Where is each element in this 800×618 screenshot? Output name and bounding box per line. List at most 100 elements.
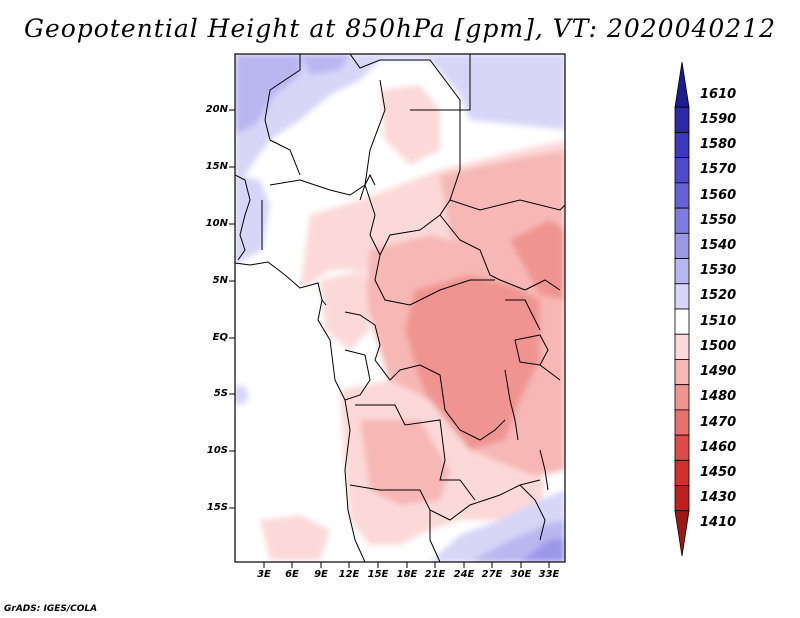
x-tick-label: 6E (285, 569, 299, 580)
colorbar-swatch (674, 157, 690, 184)
colorbar-label: 1550 (700, 212, 737, 228)
border (349, 479, 541, 521)
colorbar-label: 1410 (700, 515, 737, 531)
colorbar-swatch (674, 333, 690, 360)
region-south-blue-darker (520, 538, 565, 562)
region-spot-blue (235, 385, 248, 405)
y-tick-label: EQ (212, 332, 228, 343)
y-tick-label: 15N (205, 161, 228, 172)
region-west-coast-blue (235, 175, 270, 265)
lake-tanganyika (504, 369, 519, 441)
border (355, 404, 476, 501)
border (344, 349, 371, 401)
border (505, 299, 541, 331)
x-tick-label: 24E (453, 569, 475, 580)
colorbar-label: 1430 (700, 490, 737, 506)
border (349, 54, 461, 125)
colorbar-label: 1570 (700, 162, 737, 178)
coastline (235, 261, 366, 562)
colorbar-swatch (674, 182, 690, 209)
x-tick-label: 18E (396, 569, 418, 580)
colorbar-label: 1540 (700, 237, 737, 253)
region-east-deep (510, 220, 565, 300)
x-tick-label: 3E (257, 569, 271, 580)
border (524, 279, 561, 291)
colorbar-swatch (674, 485, 690, 512)
credit-text: GrADS: IGES/COLA (4, 604, 98, 614)
colorbar-label: 1470 (700, 414, 737, 430)
x-tick-label: 30E (510, 569, 532, 580)
border (539, 364, 561, 381)
colorbar-label: 1480 (700, 389, 737, 405)
region-libya-blue-dark (300, 54, 350, 75)
colorbar-swatch (674, 359, 690, 386)
lake-malawi (539, 449, 549, 491)
region-north-blue (235, 54, 565, 180)
colorbar-label: 1500 (700, 338, 737, 354)
coastline (321, 299, 327, 306)
border (449, 199, 565, 211)
colorbar-swatch (674, 258, 690, 285)
colorbar-swatch (674, 409, 690, 436)
colorbar-label: 1450 (700, 464, 737, 480)
colorbar-label: 1490 (700, 364, 737, 380)
region-angola-rose (360, 420, 450, 505)
lake-victoria (514, 334, 549, 366)
border (374, 254, 495, 306)
colorbar-label: 1580 (700, 137, 737, 153)
height-field (235, 54, 565, 562)
map-border (234, 53, 566, 563)
colorbar-swatch (674, 434, 690, 461)
colorbar-label: 1530 (700, 263, 737, 279)
colorbar-swatch (674, 384, 690, 411)
y-tick-label: 15S (206, 502, 228, 513)
colorbar-label: 1510 (700, 313, 737, 329)
y-tick-label: 5S (213, 388, 228, 399)
region-congo-deep (405, 275, 540, 450)
x-tick-label: 15E (367, 569, 389, 580)
y-tick-label: 10S (206, 445, 228, 456)
y-tick-label: 5N (212, 275, 228, 286)
colorbar-swatch (674, 106, 690, 133)
colorbar-swatch (674, 61, 690, 108)
x-tick-label: 33E (538, 569, 560, 580)
y-tick-label: 20N (205, 104, 228, 115)
axis-ticks (229, 109, 550, 568)
border (269, 179, 366, 196)
x-tick-label: 9E (314, 569, 328, 580)
colorbar-label: 1520 (700, 288, 737, 304)
region-spot-blue (310, 120, 326, 140)
chart-title: Geopotential Height at 850hPa [gpm], VT:… (23, 14, 777, 43)
y-tick-label: 10N (205, 218, 228, 229)
colorbar-swatch (674, 207, 690, 234)
x-tick-label: 27E (481, 569, 503, 580)
colorbar-label: 1610 (700, 86, 737, 102)
region-gabon-pink (320, 270, 370, 350)
colorbar-label: 1460 (700, 439, 737, 455)
colorbar-swatch (674, 510, 690, 557)
coastline (235, 174, 251, 261)
colorbar-swatch (674, 459, 690, 486)
border (344, 311, 506, 441)
region-sahara-pink (380, 85, 440, 165)
border (269, 139, 301, 176)
region-northeast-blue-dark (480, 54, 565, 110)
colorbar (674, 61, 690, 557)
x-tick-label: 21E (424, 569, 446, 580)
region-southwest-pink (260, 515, 330, 560)
x-tick-label: 12E (338, 569, 360, 580)
colorbar-swatch (674, 132, 690, 159)
colorbar-swatch (674, 283, 690, 310)
colorbar-swatch (674, 308, 690, 335)
region-northwest-blue-dark (235, 54, 300, 135)
border (519, 484, 546, 541)
colorbar-label: 1560 (700, 187, 737, 203)
colorbar-label: 1590 (700, 111, 737, 127)
colorbar-swatch (674, 232, 690, 259)
border (410, 54, 471, 111)
boundaries (235, 54, 565, 562)
border (264, 54, 301, 141)
border (429, 510, 441, 562)
border (439, 214, 526, 291)
